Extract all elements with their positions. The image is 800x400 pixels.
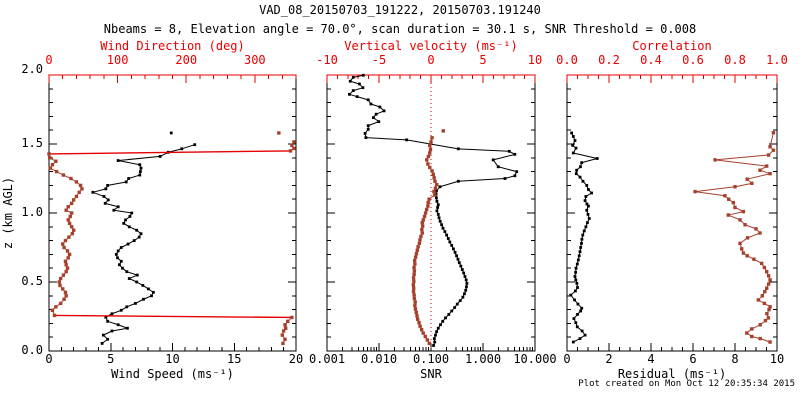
svg-text:5: 5 bbox=[479, 53, 486, 67]
svg-text:10: 10 bbox=[770, 352, 784, 366]
series-correlation bbox=[693, 130, 776, 344]
svg-text:6: 6 bbox=[689, 352, 696, 366]
svg-text:200: 200 bbox=[175, 53, 197, 67]
series-residual bbox=[569, 131, 599, 344]
panel-residual-series bbox=[569, 130, 776, 344]
svg-text:Residual (ms⁻¹): Residual (ms⁻¹) bbox=[618, 367, 726, 381]
svg-text:Wind Speed (ms⁻¹): Wind Speed (ms⁻¹) bbox=[111, 367, 234, 381]
svg-text:SNR: SNR bbox=[420, 367, 442, 381]
svg-text:10.000: 10.000 bbox=[513, 352, 556, 366]
svg-text:0.5: 0.5 bbox=[21, 274, 43, 288]
svg-text:4: 4 bbox=[647, 352, 654, 366]
svg-text:0.8: 0.8 bbox=[724, 53, 746, 67]
svg-text:0.0: 0.0 bbox=[21, 343, 43, 357]
svg-text:1.000: 1.000 bbox=[465, 352, 501, 366]
svg-text:5: 5 bbox=[107, 352, 114, 366]
svg-text:1.0: 1.0 bbox=[21, 205, 43, 219]
svg-text:100: 100 bbox=[107, 53, 129, 67]
svg-text:10: 10 bbox=[165, 352, 179, 366]
svg-text:0: 0 bbox=[45, 352, 52, 366]
svg-text:20: 20 bbox=[289, 352, 303, 366]
svg-text:Correlation: Correlation bbox=[632, 39, 711, 53]
svg-text:300: 300 bbox=[244, 53, 266, 67]
svg-text:-10: -10 bbox=[316, 53, 338, 67]
svg-text:Vertical velocity (ms⁻¹): Vertical velocity (ms⁻¹) bbox=[344, 39, 517, 53]
svg-text:0.6: 0.6 bbox=[682, 53, 704, 67]
plot-created-timestamp: Plot created on Mon Oct 12 20:35:34 2015 bbox=[578, 379, 795, 389]
svg-text:1.5: 1.5 bbox=[21, 136, 43, 150]
svg-text:Wind Direction (deg): Wind Direction (deg) bbox=[100, 39, 245, 53]
plot-title: VAD_08_20150703_191222, 20150703.191240 bbox=[259, 3, 541, 17]
svg-text:8: 8 bbox=[731, 352, 738, 366]
svg-text:0: 0 bbox=[563, 352, 570, 366]
svg-text:0.001: 0.001 bbox=[309, 352, 345, 366]
series-snr bbox=[348, 73, 519, 347]
svg-text:z (km AGL): z (km AGL) bbox=[1, 177, 15, 249]
svg-text:2: 2 bbox=[605, 352, 612, 366]
svg-text:0: 0 bbox=[427, 53, 434, 67]
panel-snr-series bbox=[348, 73, 519, 347]
plot-subtitle: Nbeams = 8, Elevation angle = 70.0°, sca… bbox=[103, 22, 697, 36]
svg-text:0.0: 0.0 bbox=[556, 53, 578, 67]
svg-text:0: 0 bbox=[45, 53, 52, 67]
svg-text:0.010: 0.010 bbox=[361, 352, 397, 366]
panel-snr: 0.001 0.010 0.100 1.000 10.000 SNR -10 -5 0 5 10 Ve… bbox=[309, 39, 557, 381]
svg-text:0.4: 0.4 bbox=[640, 53, 662, 67]
series-vertical_velocity bbox=[411, 129, 445, 346]
svg-text:0.100: 0.100 bbox=[413, 352, 449, 366]
svg-text:0.2: 0.2 bbox=[598, 53, 620, 67]
svg-text:15: 15 bbox=[227, 352, 241, 366]
svg-text:-5: -5 bbox=[372, 53, 386, 67]
series-wind_speed bbox=[91, 131, 197, 345]
series-wind_direction bbox=[47, 131, 296, 346]
panel-residual: 0 2 4 6 8 10 Residual (ms⁻¹) 0.0 0.2 0.4 0.6 0.8 1.0… bbox=[556, 39, 788, 381]
svg-text:1.0: 1.0 bbox=[766, 53, 788, 67]
panel-wind-series bbox=[47, 131, 296, 346]
svg-text:10: 10 bbox=[528, 53, 542, 67]
svg-text:2.0: 2.0 bbox=[21, 62, 43, 76]
